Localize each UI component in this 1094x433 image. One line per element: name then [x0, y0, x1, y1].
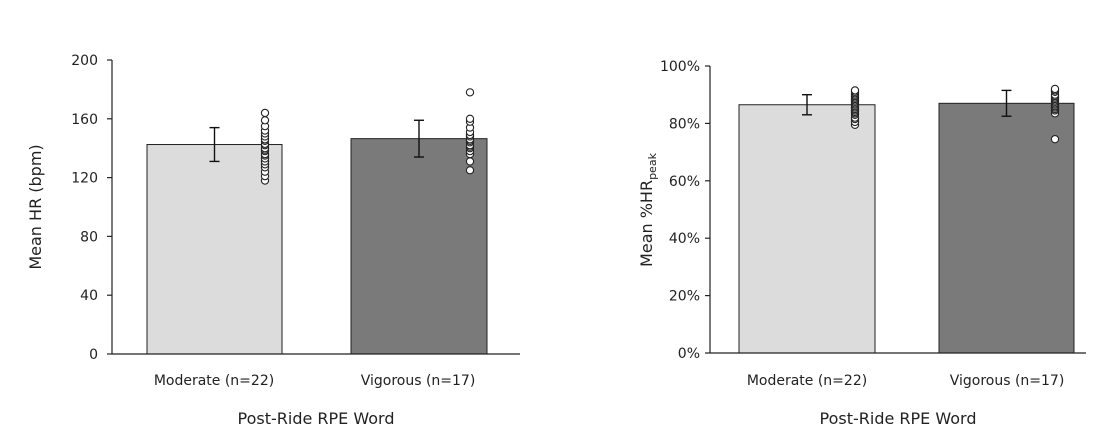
- chart-left-point-0-20: [260, 116, 270, 125]
- chart-right-tick-label-y-4: 80%: [669, 116, 700, 132]
- chart-left-bar-0: [146, 144, 283, 355]
- chart-left-tick-label-x-0: Moderate (n=22): [154, 373, 274, 389]
- chart-left-tick-label-x-1: Vigorous (n=17): [361, 373, 476, 389]
- chart-right-point-1-0: [1050, 135, 1060, 144]
- chart-right-tick-label-y-2: 40%: [669, 231, 700, 247]
- chart-right-point-1-16: [1050, 84, 1060, 94]
- chart-right-x-axis-label: Post-Ride RPE Word: [820, 409, 977, 428]
- chart-right-bar-0: [738, 104, 876, 354]
- chart-right-y-axis-label-sub: peak: [646, 152, 659, 179]
- chart-left-point-1-1: [465, 157, 475, 166]
- chart-left-marks: [146, 88, 488, 355]
- chart-right-error-bar-0: [802, 93, 812, 116]
- chart-left-tick-label-y-1: 40: [80, 288, 98, 304]
- chart-left-x-axis-label: Post-Ride RPE Word: [238, 409, 395, 428]
- chart-left-tick-label-y-2: 80: [80, 229, 98, 245]
- chart-right-tick-label-x-0: Moderate (n=22): [747, 373, 867, 389]
- chart-right-y-axis-label-main: Mean %HR: [637, 180, 656, 267]
- chart-left-point-1-15: [465, 114, 475, 123]
- chart-left-bar-1: [350, 138, 488, 355]
- chart-right-y-axis-label: Mean %HRpeak: [637, 152, 659, 267]
- chart-right-bar-1: [938, 102, 1075, 354]
- chart-right-y-ticks: 0% 20% 40% 60% 80% 100%: [660, 59, 710, 362]
- chart-left-tick-label-y-0: 0: [89, 347, 98, 363]
- chart-left-y-axis-label: Mean HR (bpm): [26, 144, 45, 269]
- chart-right-point-0-21: [850, 86, 860, 95]
- chart-right-marks: [738, 84, 1075, 354]
- chart-left-point-0-21: [260, 108, 270, 118]
- chart-right-tick-label-y-0: 0%: [678, 346, 700, 362]
- chart-right-tick-label-y-1: 20%: [669, 289, 700, 305]
- chart-left-point-1-0: [465, 166, 475, 175]
- chart-left: 0 40 80 120 160 200 Moderate (n=22) Vigorous …: [26, 53, 520, 428]
- chart-left-point-1-16: [465, 88, 475, 97]
- chart-left-error-bar-1: [414, 119, 424, 158]
- chart-left-error-bar-0: [209, 126, 220, 163]
- chart-right-tick-label-x-1: Vigorous (n=17): [950, 373, 1065, 389]
- chart-left-y-ticks: 0 40 80 120 160 200: [71, 53, 112, 363]
- chart-left-tick-label-y-5: 200: [71, 53, 98, 69]
- chart-left-tick-label-y-3: 120: [71, 171, 98, 187]
- chart-right-tick-label-y-3: 60%: [669, 174, 700, 190]
- chart-left-tick-label-y-4: 160: [71, 112, 98, 128]
- chart-right-tick-label-y-5: 100%: [660, 59, 700, 75]
- chart-right: 0% 20% 40% 60% 80% 100% Moderate (n=22) Vigor…: [637, 59, 1086, 428]
- chart-right-error-bar-1: [1001, 89, 1012, 117]
